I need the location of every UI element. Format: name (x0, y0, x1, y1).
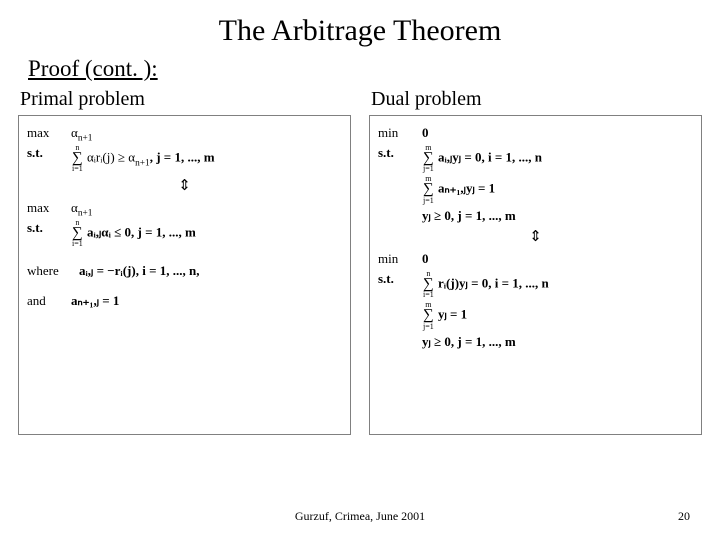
kw-where: where (27, 262, 79, 280)
sigma: ∑ (423, 278, 434, 292)
sigma: ∑ (423, 152, 434, 166)
and-body: aₙ₊₁,ⱼ = 1 (71, 292, 342, 310)
sum-icon: n ∑ i=1 (423, 270, 434, 300)
primal-where: where aᵢ,ⱼ = −rᵢ(j), i = 1, ..., n, (27, 262, 342, 280)
alpha: α (71, 125, 78, 140)
sum-icon: m ∑ j=1 (423, 144, 434, 174)
dual-heading: Dual problem (369, 88, 702, 115)
alpha: α (71, 200, 78, 215)
primal-st-2: s.t. n ∑ i=1 aᵢ,ⱼαᵢ ≤ 0, j = 1, ..., m (27, 219, 342, 249)
sigma: ∑ (72, 152, 83, 166)
sum-bot: i=1 (423, 291, 434, 299)
primal-max-1: max αn+1 (27, 124, 342, 142)
expr: n ∑ i=1 aᵢ,ⱼαᵢ ≤ 0, j = 1, ..., m (71, 219, 342, 249)
two-column-layout: Primal problem max αn+1 s.t. n ∑ i=1 αᵢr… (0, 88, 720, 435)
sum-bot: j=1 (423, 197, 434, 205)
ineq: yⱼ ≥ 0, j = 1, ..., m (422, 333, 693, 351)
dual-y-ge0: yⱼ ≥ 0, j = 1, ..., m (378, 207, 693, 225)
sub-np1: n+1 (135, 158, 150, 168)
equiv-arrow-icon: ⇕ (27, 176, 342, 196)
sigma: ∑ (423, 309, 434, 323)
expr: n ∑ i=1 αᵢrᵢ(j) ≥ αn+1, j = 1, ..., m (71, 144, 342, 174)
slide-title: The Arbitrage Theorem (0, 0, 720, 56)
sub-np1: n+1 (78, 134, 93, 144)
zero: 0 (422, 250, 693, 268)
dual-st-2: m ∑ j=1 aₙ₊₁,ⱼyⱼ = 1 (378, 175, 693, 205)
sum-bot: i=1 (72, 240, 83, 248)
eq: aᵢ,ⱼyⱼ = 0, i = 1, ..., n (438, 149, 542, 164)
kw-min: min (378, 124, 422, 142)
eq: aₙ₊₁,ⱼyⱼ = 1 (438, 181, 495, 196)
sum-icon: n ∑ i=1 (72, 144, 83, 174)
zero: 0 (422, 124, 693, 142)
expr: n ∑ i=1 rᵢ(j)yⱼ = 0, i = 1, ..., n (422, 270, 693, 300)
ineq: αᵢrᵢ(j) ≥ α (87, 149, 135, 164)
eq: rᵢ(j)yⱼ = 0, i = 1, ..., n (438, 276, 549, 291)
primal-math-box: max αn+1 s.t. n ∑ i=1 αᵢrᵢ(j) ≥ αn+1, j … (18, 115, 351, 435)
sigma: ∑ (423, 183, 434, 197)
sum-icon: m ∑ j=1 (423, 175, 434, 205)
primal-heading: Primal problem (18, 88, 351, 115)
sum-bot: j=1 (423, 165, 434, 173)
sub-np1: n+1 (78, 209, 93, 219)
expr: m ∑ j=1 aₙ₊₁,ⱼyⱼ = 1 (422, 175, 693, 205)
dual-y-ge0b: yⱼ ≥ 0, j = 1, ..., m (378, 333, 693, 351)
proof-subtitle: Proof (cont. ): (0, 56, 720, 88)
dual-min-2: min 0 (378, 250, 693, 268)
dual-st-3: s.t. n ∑ i=1 rᵢ(j)yⱼ = 0, i = 1, ..., n (378, 270, 693, 300)
dual-min-1: min 0 (378, 124, 693, 142)
sum-bot: j=1 (423, 323, 434, 331)
tail: , j = 1, ..., m (150, 149, 215, 164)
kw-st: s.t. (27, 144, 71, 162)
sum-icon: n ∑ i=1 (72, 219, 83, 249)
primal-st-1: s.t. n ∑ i=1 αᵢrᵢ(j) ≥ αn+1, j = 1, ...,… (27, 144, 342, 174)
footer-text: Gurzuf, Crimea, June 2001 (0, 509, 720, 524)
sum-bot: i=1 (72, 165, 83, 173)
primal-max-2: max αn+1 (27, 199, 342, 217)
equiv-arrow-icon: ⇕ (378, 227, 693, 247)
ineq: yⱼ ≥ 0, j = 1, ..., m (422, 207, 693, 225)
kw-st: s.t. (378, 270, 422, 288)
primal-column: Primal problem max αn+1 s.t. n ∑ i=1 αᵢr… (18, 88, 351, 435)
kw-st: s.t. (378, 144, 422, 162)
kw-max: max (27, 199, 71, 217)
eq: yⱼ = 1 (438, 307, 467, 322)
sigma: ∑ (72, 227, 83, 241)
expr: m ∑ j=1 aᵢ,ⱼyⱼ = 0, i = 1, ..., n (422, 144, 693, 174)
kw-min: min (378, 250, 422, 268)
kw-max: max (27, 124, 71, 142)
ineq: aᵢ,ⱼαᵢ ≤ 0, j = 1, ..., m (87, 225, 196, 240)
sum-icon: m ∑ j=1 (423, 301, 434, 331)
where-body: aᵢ,ⱼ = −rᵢ(j), i = 1, ..., n, (79, 262, 342, 280)
dual-math-box: min 0 s.t. m ∑ j=1 aᵢ,ⱼyⱼ = 0, i = 1, ..… (369, 115, 702, 435)
dual-column: Dual problem min 0 s.t. m ∑ j=1 aᵢ,ⱼyⱼ =… (369, 88, 702, 435)
kw-st: s.t. (27, 219, 71, 237)
kw-and: and (27, 292, 71, 310)
dual-st-1: s.t. m ∑ j=1 aᵢ,ⱼyⱼ = 0, i = 1, ..., n (378, 144, 693, 174)
expr: αn+1 (71, 199, 342, 217)
page-number: 20 (678, 509, 690, 524)
primal-and: and aₙ₊₁,ⱼ = 1 (27, 292, 342, 310)
expr: αn+1 (71, 124, 342, 142)
expr: m ∑ j=1 yⱼ = 1 (422, 301, 693, 331)
dual-sum-y: m ∑ j=1 yⱼ = 1 (378, 301, 693, 331)
